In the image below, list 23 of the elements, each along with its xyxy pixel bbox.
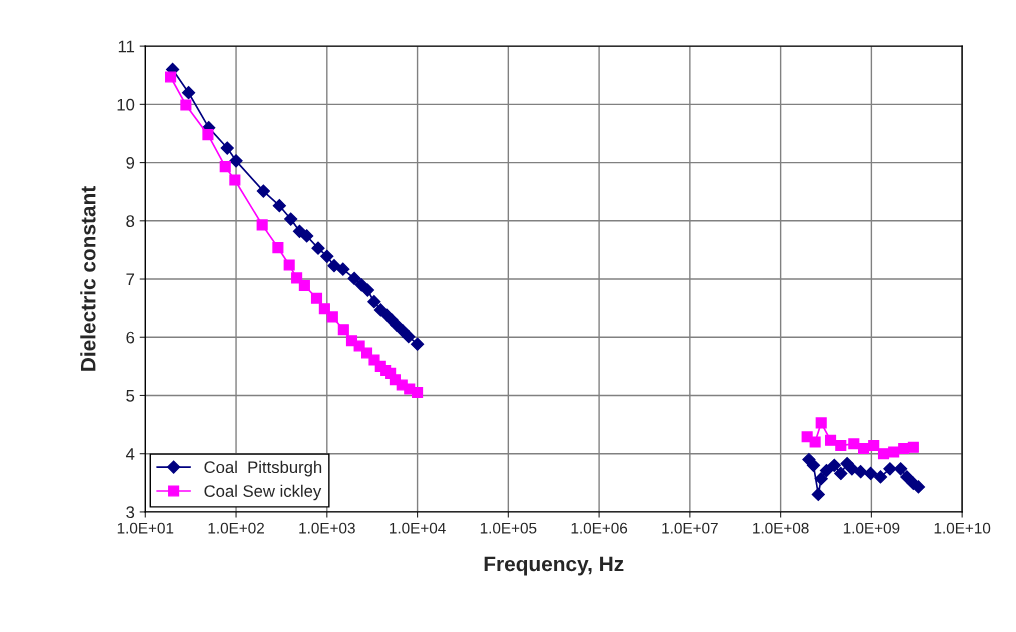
x-tick-label: 1.0E+02	[208, 522, 264, 534]
legend-label: Coal Pittsburgh	[204, 460, 322, 477]
y-axis-title: Dielectric constant	[80, 186, 96, 371]
y-tick-label: 8	[126, 215, 135, 228]
y-tick-label: 10	[117, 98, 135, 111]
x-tick-label: 1.0E+05	[480, 522, 537, 534]
x-tick-label: 1.0E+01	[117, 522, 174, 534]
x-tick-label: 1.0E+04	[390, 522, 446, 534]
x-tick-label: 1.0E+09	[843, 522, 900, 534]
x-tick-label: 1.0E+07	[662, 522, 718, 534]
legend-label: Coal Sew ickley	[204, 484, 322, 501]
x-tick-label: 1.0E+10	[934, 522, 991, 534]
y-tick-label: 4	[125, 448, 135, 460]
x-tick-label: 1.0E+03	[299, 522, 355, 534]
x-axis-title: Frequency, Hz	[484, 556, 624, 576]
x-tick-label: 1.0E+06	[571, 522, 628, 534]
y-tick-label: 11	[118, 40, 135, 53]
y-tick-label: 9	[126, 156, 135, 169]
y-tick-label: 3	[126, 506, 135, 519]
x-tick-label: 1.0E+08	[753, 522, 809, 534]
y-tick-label: 5	[126, 390, 135, 402]
y-tick-label: 7	[126, 273, 135, 286]
y-tick-label: 6	[126, 331, 135, 344]
